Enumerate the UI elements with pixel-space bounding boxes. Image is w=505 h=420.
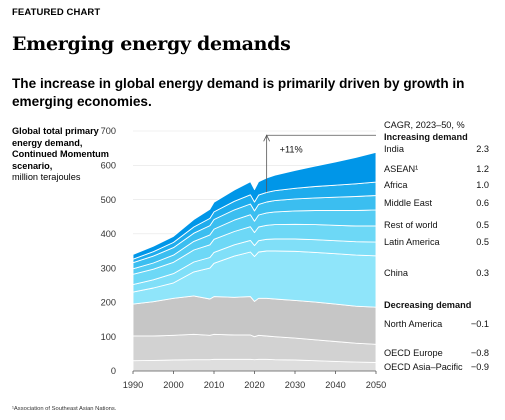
legend-cagr-china: 0.3 <box>476 268 489 278</box>
legend-label-india: India <box>384 144 405 154</box>
y-tick-200: 200 <box>101 298 116 308</box>
legend-label-north-america: North America <box>384 319 443 329</box>
y-tick-700: 700 <box>101 126 116 136</box>
legend-group-increasing: Increasing demand <box>384 132 468 142</box>
legend-label-china: China <box>384 268 409 278</box>
chart-subtitle: The increase in global energy demand is … <box>12 76 465 109</box>
legend-label-latin-america: Latin America <box>384 237 441 247</box>
legend-cagr-north-america: −0.1 <box>471 319 489 329</box>
x-tick-2050: 2050 <box>366 380 386 390</box>
legend-label-oecd-asia-pacific: OECD Asia–Pacific <box>384 362 463 372</box>
x-tick-1990: 1990 <box>123 380 143 390</box>
y-axis-label-bold: Global total primary energy demand, Cont… <box>12 126 109 171</box>
legend-label-africa: Africa <box>384 180 408 190</box>
y-axis-label: Global total primary energy demand, Cont… <box>12 126 120 184</box>
footnote: ¹Association of Southeast Asian Nations. <box>12 406 117 412</box>
legend-cagr-asean: 1.2 <box>476 164 489 174</box>
x-tick-2040: 2040 <box>325 380 345 390</box>
legend-label-asean: ASEAN¹ <box>384 164 418 174</box>
section-tag: FEATURED CHART <box>12 7 101 18</box>
legend-cagr-middle-east: 0.6 <box>476 198 489 208</box>
legend-cagr-oecd-europe: −0.8 <box>471 348 489 358</box>
legend-cagr-africa: 1.0 <box>476 180 489 190</box>
legend-cagr-india: 2.3 <box>476 144 489 154</box>
x-tick-2000: 2000 <box>163 380 183 390</box>
legend-group-decreasing: Decreasing demand <box>384 300 471 310</box>
x-tick-2010: 2010 <box>204 380 224 390</box>
legend-cagr-rest-of-world: 0.5 <box>476 220 489 230</box>
y-tick-300: 300 <box>101 263 116 273</box>
legend-cagr-oecd-asia-pacific: −0.9 <box>471 362 489 372</box>
annotation-label: +11% <box>280 144 303 154</box>
legend-label-rest-of-world: Rest of world <box>384 220 438 230</box>
y-tick-100: 100 <box>101 332 116 342</box>
y-tick-400: 400 <box>101 229 116 239</box>
legend-label-oecd-europe: OECD Europe <box>384 348 443 358</box>
headline: Emerging energy demands <box>12 33 291 55</box>
legend-title: CAGR, 2023–50, % <box>384 120 465 130</box>
area-india <box>132 151 377 260</box>
legend-cagr-latin-america: 0.5 <box>476 237 489 247</box>
x-tick-2020: 2020 <box>244 380 264 390</box>
x-tick-2030: 2030 <box>285 380 305 390</box>
y-tick-500: 500 <box>101 195 116 205</box>
y-tick-0: 0 <box>111 366 116 376</box>
y-axis-label-units: million terajoules <box>12 172 81 182</box>
legend-label-middle-east: Middle East <box>384 198 432 208</box>
annotation-arrow-icon <box>263 134 271 142</box>
y-tick-600: 600 <box>101 160 116 170</box>
